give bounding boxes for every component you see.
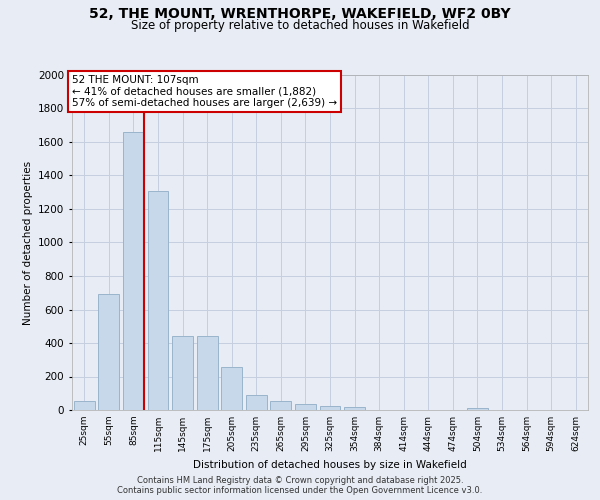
Bar <box>74 401 95 410</box>
Text: 52 THE MOUNT: 107sqm
← 41% of detached houses are smaller (1,882)
57% of semi-de: 52 THE MOUNT: 107sqm ← 41% of detached h… <box>72 75 337 108</box>
Bar <box>344 406 365 410</box>
Bar <box>197 336 218 410</box>
Bar <box>295 404 316 410</box>
Bar <box>123 132 144 410</box>
X-axis label: Distribution of detached houses by size in Wakefield: Distribution of detached houses by size … <box>193 460 467 469</box>
Bar <box>320 406 340 410</box>
Text: Contains HM Land Registry data © Crown copyright and database right 2025.
Contai: Contains HM Land Registry data © Crown c… <box>118 476 482 495</box>
Bar <box>172 336 193 410</box>
Bar <box>246 395 267 410</box>
Text: Size of property relative to detached houses in Wakefield: Size of property relative to detached ho… <box>131 19 469 32</box>
Text: 52, THE MOUNT, WRENTHORPE, WAKEFIELD, WF2 0BY: 52, THE MOUNT, WRENTHORPE, WAKEFIELD, WF… <box>89 8 511 22</box>
Bar <box>98 294 119 410</box>
Bar <box>221 368 242 410</box>
Bar <box>271 401 292 410</box>
Bar <box>148 190 169 410</box>
Y-axis label: Number of detached properties: Number of detached properties <box>23 160 32 324</box>
Bar <box>467 408 488 410</box>
